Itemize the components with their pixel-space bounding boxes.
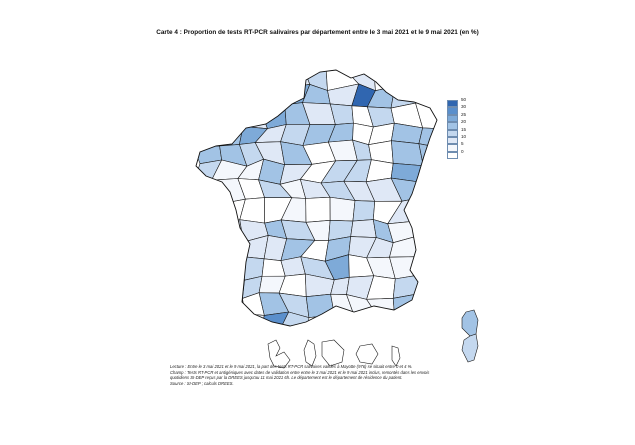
department: [196, 255, 225, 278]
department: [217, 238, 244, 257]
legend-label: 15: [461, 126, 467, 132]
department: [411, 316, 437, 326]
footnote-line: Lecture : Entre le 3 mai 2021 et le 9 ma…: [170, 364, 413, 369]
department: [329, 196, 356, 222]
department: [196, 84, 226, 106]
department: [196, 273, 225, 300]
department: [307, 314, 335, 326]
legend-swatch: [447, 114, 458, 123]
department: [217, 255, 245, 281]
department: [217, 121, 244, 147]
department: [367, 311, 395, 326]
department: [196, 220, 226, 242]
department: [350, 219, 377, 238]
department: [217, 105, 244, 127]
department: [305, 196, 331, 223]
department: [414, 197, 437, 222]
department: [257, 87, 286, 106]
department: [387, 313, 425, 326]
map-title: Carte 4 : Proportion de tests RT-PCR sal…: [156, 29, 479, 36]
department: [392, 293, 425, 318]
department: [392, 70, 421, 89]
department: [215, 70, 241, 89]
guadeloupe: [267, 339, 291, 369]
guyane: [321, 339, 345, 367]
footnotes: Lecture : Entre le 3 mai 2021 et le 9 ma…: [170, 364, 470, 386]
department: [415, 293, 437, 319]
department: [196, 103, 222, 125]
department: [196, 179, 227, 204]
department: [220, 294, 246, 320]
legend-swatch: [447, 144, 458, 152]
department: [196, 311, 225, 326]
legend-swatch: [447, 129, 458, 137]
martinique: [303, 339, 317, 367]
department: [240, 235, 269, 260]
department: [305, 293, 335, 318]
department: [413, 234, 437, 257]
footnote-line: quotidiens SI-DEP reçus par la DREES jus…: [170, 375, 403, 381]
department: [323, 314, 355, 326]
department: [214, 313, 246, 326]
corsica: [461, 309, 479, 363]
overseas-departments: [267, 339, 401, 369]
legend-swatch: [447, 122, 458, 130]
department: [255, 70, 285, 89]
department: [391, 140, 424, 167]
legend-label: 50: [461, 97, 467, 102]
department: [413, 253, 437, 279]
footnote-line: Source : SI-DEP ; calculs DREES.: [170, 380, 234, 386]
legend-swatch: [447, 107, 458, 115]
department: [373, 70, 396, 92]
department: [344, 311, 376, 326]
department: [234, 86, 264, 107]
legend-swatch: [447, 136, 458, 145]
department: [277, 311, 310, 326]
footnote-line: Champ : Tests RT-PCR et antigéniques ave…: [170, 369, 430, 375]
department: [238, 70, 264, 89]
department: [352, 200, 376, 222]
legend-label: 5: [461, 141, 464, 147]
department: [415, 274, 437, 298]
department: [196, 294, 225, 320]
department-polygons: [196, 70, 437, 326]
department: [412, 70, 437, 89]
legend-label: 25: [461, 111, 467, 117]
legend-swatch: [447, 100, 458, 108]
france-outline: [195, 69, 438, 327]
department: [196, 121, 220, 148]
department: [416, 181, 437, 205]
legend-swatch: [447, 151, 458, 160]
department: [220, 276, 245, 299]
mayotte: [391, 345, 401, 367]
legend-label: 30: [461, 104, 467, 110]
department: [196, 238, 226, 257]
legend-label: 0: [461, 148, 464, 154]
department: [196, 199, 227, 224]
department: [414, 218, 437, 239]
department: [415, 84, 437, 105]
department: [220, 86, 241, 107]
la-reunion: [355, 343, 379, 365]
legend-label: 20: [461, 119, 467, 125]
department: [196, 70, 226, 89]
legend-label: 10: [461, 133, 467, 139]
